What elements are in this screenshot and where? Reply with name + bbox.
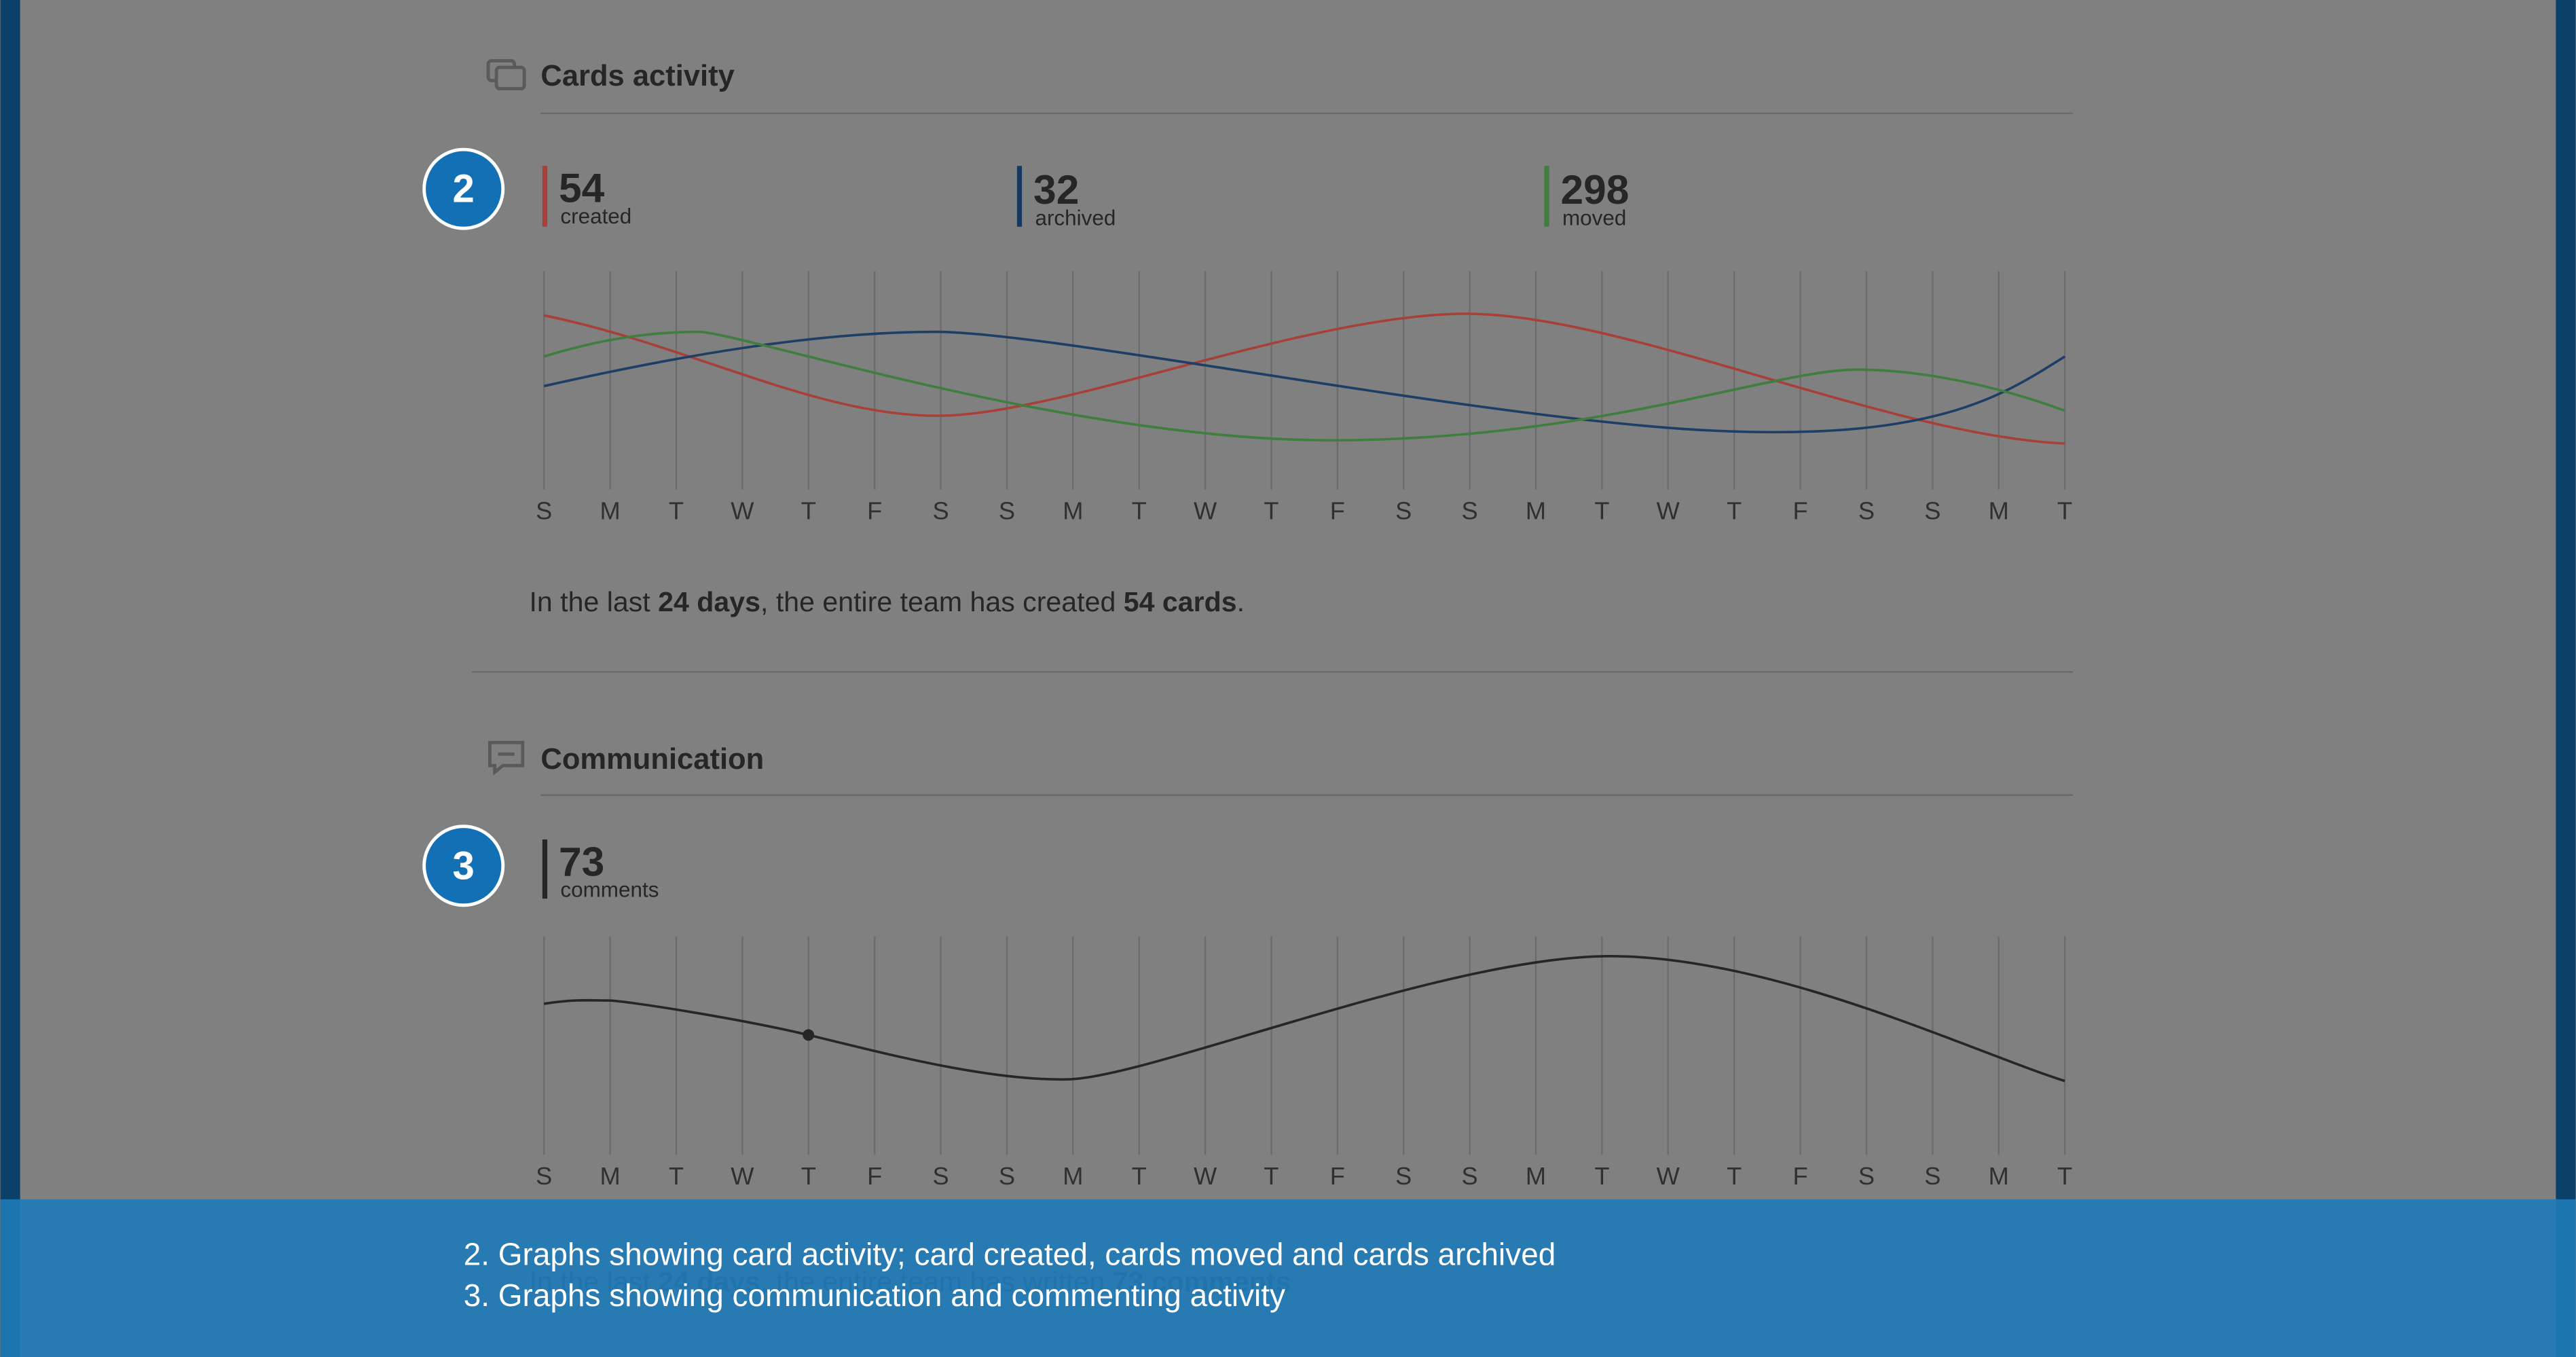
day-label: T [1594, 496, 1609, 524]
caption-line: 2. Graphs showing card activity; card cr… [464, 1237, 1556, 1272]
day-label: M [600, 496, 621, 524]
day-label: S [999, 1162, 1015, 1190]
summary-text: In the last [529, 586, 658, 617]
day-label: S [932, 496, 949, 524]
day-label: M [1063, 496, 1083, 524]
day-label: T [1132, 1162, 1147, 1190]
day-label: T [801, 496, 816, 524]
stat-bar [1016, 166, 1023, 227]
day-label: M [1989, 1162, 2009, 1190]
day-label: T [2057, 1162, 2072, 1190]
right-border [2556, 0, 2576, 1357]
stat-value: 73 [559, 838, 604, 884]
day-label: F [1330, 1162, 1345, 1190]
day-label: S [1395, 1162, 1412, 1190]
day-label: F [1793, 496, 1808, 524]
day-label: S [536, 1162, 552, 1190]
comments-curve [543, 954, 2065, 1083]
day-label: S [1858, 496, 1875, 524]
summary: In the last 24 days, the entire team has… [529, 586, 1245, 617]
day-label: S [536, 496, 552, 524]
stat-bar [542, 839, 548, 899]
stat-bar [542, 166, 548, 227]
stat-label: comments [560, 878, 659, 902]
day-label: M [600, 1162, 621, 1190]
stat-value: 298 [1561, 166, 1630, 213]
summary-text: , the entire team has created [760, 586, 1124, 617]
day-label: T [1132, 496, 1147, 524]
day-label: W [1194, 496, 1217, 524]
day-label: T [669, 496, 684, 524]
day-label: S [1924, 1162, 1940, 1190]
section-title: Communication [540, 743, 764, 776]
summary-text: . [1237, 586, 1245, 617]
created-curve [543, 312, 2065, 445]
day-label: F [1330, 496, 1345, 524]
day-label: S [1924, 496, 1940, 524]
day-label: T [1727, 496, 1742, 524]
badge-label: 3 [453, 844, 475, 888]
day-label: T [801, 1162, 816, 1190]
caption-line: 3. Graphs showing communication and comm… [464, 1278, 1285, 1313]
section-title: Cards activity [540, 60, 734, 92]
day-label: S [999, 496, 1015, 524]
day-label: S [1462, 1162, 1478, 1190]
comment-icon [488, 740, 525, 776]
stat-label: archived [1035, 206, 1116, 230]
day-label: F [867, 496, 882, 524]
day-label: W [1657, 496, 1680, 524]
day-label: S [1462, 496, 1478, 524]
badge-label: 2 [453, 167, 475, 211]
day-label: F [867, 1162, 882, 1190]
day-label: W [1194, 1162, 1217, 1190]
day-label: W [731, 496, 754, 524]
hover-point [803, 1029, 815, 1041]
day-label: M [1526, 496, 1546, 524]
stat-bar [1544, 166, 1549, 227]
caption-overlay [0, 1199, 2576, 1357]
archived-curve [543, 330, 2066, 434]
day-label: F [1793, 1162, 1808, 1190]
badge [422, 147, 505, 230]
day-label: M [1063, 1162, 1083, 1190]
day-label: S [932, 1162, 949, 1190]
stat-label: moved [1562, 206, 1626, 230]
stat-label: created [560, 204, 631, 228]
badge [422, 825, 505, 907]
stat-value: 32 [1033, 166, 1079, 213]
day-label: T [1264, 496, 1278, 524]
day-label: T [1264, 1162, 1278, 1190]
day-label: M [1989, 496, 2009, 524]
stat-value: 54 [559, 165, 605, 211]
day-label: W [1657, 1162, 1680, 1190]
day-label: S [1858, 1162, 1875, 1190]
moved-curve [543, 330, 2065, 442]
cards-icon [486, 59, 526, 91]
summary-text: 24 days [658, 586, 760, 617]
day-label: T [1594, 1162, 1609, 1190]
day-label: T [669, 1162, 684, 1190]
day-label: S [1395, 496, 1412, 524]
day-label: T [2057, 496, 2072, 524]
left-border [0, 0, 20, 1357]
summary-text: 54 cards [1124, 586, 1237, 617]
day-label: W [731, 1162, 754, 1190]
day-label: M [1526, 1162, 1546, 1190]
day-label: T [1727, 1162, 1742, 1190]
